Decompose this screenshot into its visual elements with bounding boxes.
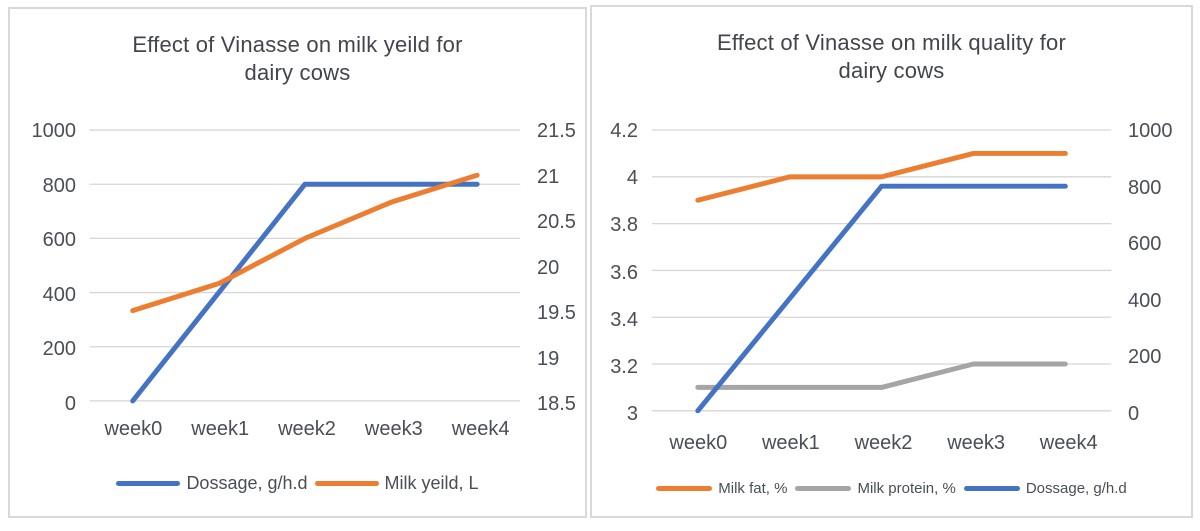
y-axis-right-tick-label: 400 xyxy=(1128,289,1162,312)
legend-label: Milk protein, % xyxy=(857,480,956,497)
milk-quality-plot-area xyxy=(651,129,1112,414)
y-axis-left-tick-label: 600 xyxy=(42,229,76,252)
legend-item-dossage-g-h-d: Dossage, g/h.d xyxy=(963,480,1127,497)
y-axis-left-tick-label: 4 xyxy=(626,167,638,190)
milk-quality-chart-panel: Effect of Vinasse on milk quality for da… xyxy=(590,5,1193,518)
y-axis-left-tick-label: 3.4 xyxy=(610,308,638,331)
x-axis-category-label: week3 xyxy=(947,432,1005,454)
series-line-milk-yeild-l xyxy=(130,172,480,314)
milk-quality-chart-title: Effect of Vinasse on milk quality for da… xyxy=(717,30,1066,83)
legend-line-swatch xyxy=(314,481,379,486)
y-axis-right-tick-label: 18.5 xyxy=(537,393,576,415)
y-axis-left-tick-label: 3.8 xyxy=(610,214,638,237)
x-axis-category-label: week1 xyxy=(761,432,820,454)
x-axis-category-label: week4 xyxy=(1039,432,1098,454)
y-axis-left-tick-label: 0 xyxy=(64,393,76,415)
y-axis-left-tick-label: 3.2 xyxy=(610,355,638,378)
y-axis-right-tick-label: 600 xyxy=(1128,233,1162,256)
series-line-milk-protein xyxy=(695,361,1068,390)
legend-item-milk-fat: Milk fat, % xyxy=(656,480,787,497)
y-axis-right-tick-label: 1000 xyxy=(1128,120,1173,142)
legend-line-swatch xyxy=(795,486,852,491)
legend-item-milk-yeild-l: Milk yeild, L xyxy=(314,473,479,494)
x-axis-category-label: week4 xyxy=(451,418,510,440)
milk-yield-legend: Dossage, g/h.d Milk yeild, L xyxy=(10,473,585,494)
series-line-milk-fat xyxy=(695,150,1068,203)
y-axis-right-tick-label: 20.5 xyxy=(537,211,576,233)
y-axis-left-tick-label: 200 xyxy=(42,338,76,361)
legend-label: Milk fat, % xyxy=(718,480,788,497)
legend-line-swatch xyxy=(116,481,181,486)
legend-item-dossage-g-h-d: Dossage, g/h.d xyxy=(116,473,308,494)
series-line-dossage-g-h-d xyxy=(130,181,480,404)
legend-label: Dossage, g/h.d xyxy=(186,473,308,493)
x-axis-category-label: week3 xyxy=(364,418,423,440)
x-axis-category-label: week0 xyxy=(104,418,163,440)
y-axis-right-tick-label: 19 xyxy=(537,347,560,370)
milk-yield-chart-title: Effect of Vinasse on milk yeild for dair… xyxy=(132,32,463,85)
y-axis-left-tick-label: 3.6 xyxy=(610,261,638,284)
legend-label: Dossage, g/h.d xyxy=(1025,480,1127,497)
milk-yield-chart-panel: Effect of Vinasse on milk yeild for dair… xyxy=(8,7,587,518)
x-axis-category-label: week2 xyxy=(278,418,336,440)
y-axis-left-tick-label: 400 xyxy=(42,283,76,306)
y-axis-right-tick-label: 19.5 xyxy=(537,302,576,324)
y-axis-right-tick-label: 20 xyxy=(537,256,560,279)
x-axis-category-label: week0 xyxy=(669,432,728,454)
y-axis-left-tick-label: 3 xyxy=(626,403,638,425)
y-axis-right-tick-label: 800 xyxy=(1128,176,1162,199)
milk-yield-plot-area xyxy=(89,129,521,404)
y-axis-right-tick-label: 21.5 xyxy=(537,120,576,142)
y-axis-right-tick-label: 21 xyxy=(537,165,560,188)
legend-line-swatch xyxy=(963,486,1020,491)
legend-item-milk-protein: Milk protein, % xyxy=(795,480,956,497)
series-line-dossage-g-h-d xyxy=(695,183,1068,414)
legend-label: Milk yeild, L xyxy=(384,473,479,493)
y-axis-left-tick-label: 1000 xyxy=(31,120,77,142)
y-axis-right-tick-label: 0 xyxy=(1128,403,1140,425)
legend-line-swatch xyxy=(656,486,713,491)
y-axis-left-tick-label: 4.2 xyxy=(610,120,638,142)
milk-quality-legend: Milk fat, % Milk protein, % Dossage, g/h.d xyxy=(592,480,1191,497)
y-axis-right-tick-label: 200 xyxy=(1128,346,1162,369)
y-axis-left-tick-label: 800 xyxy=(42,174,76,197)
x-axis-category-label: week2 xyxy=(854,432,913,454)
x-axis-category-label: week1 xyxy=(191,418,250,440)
